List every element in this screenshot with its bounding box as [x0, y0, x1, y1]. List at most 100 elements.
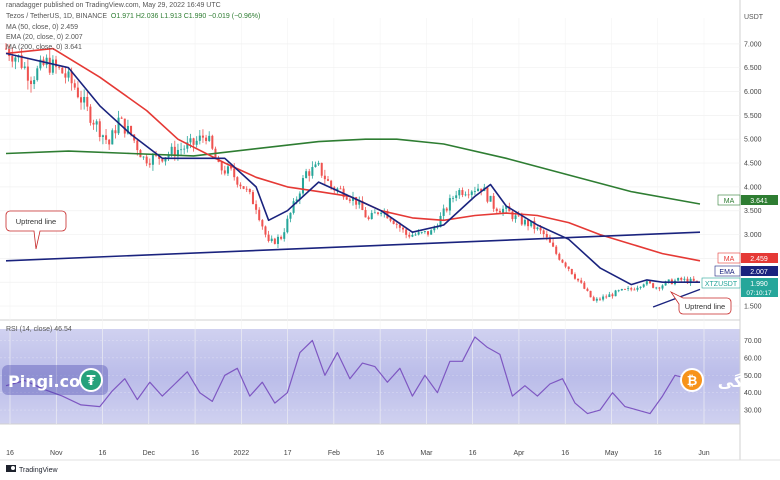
- candle-body: [692, 278, 695, 281]
- candle-body: [251, 192, 254, 205]
- svg-text:2.459: 2.459: [750, 256, 768, 263]
- ma200-badge: MA 3.641: [717, 194, 778, 206]
- candle-body: [455, 195, 458, 198]
- candle-body: [689, 278, 692, 284]
- candle-body: [67, 71, 70, 78]
- time-tick-label: May: [605, 450, 619, 457]
- svg-text:Uptrend line: Uptrend line: [16, 217, 56, 226]
- candle-body: [402, 227, 405, 230]
- price-tick-label: 5.500: [744, 113, 762, 120]
- candle-body: [280, 236, 283, 239]
- candle-body: [117, 117, 120, 134]
- candle-body: [508, 206, 511, 212]
- candle-body: [317, 162, 320, 165]
- candle-body: [208, 135, 211, 141]
- candle-body: [530, 220, 533, 227]
- svg-text:MA: MA: [724, 256, 735, 263]
- candle-body: [423, 231, 426, 232]
- candle-body: [292, 201, 295, 213]
- candle-body: [495, 208, 498, 212]
- candle-body: [517, 215, 520, 217]
- candle-body: [155, 155, 158, 156]
- candle-body: [555, 246, 558, 254]
- candle-body: [230, 166, 233, 169]
- candle-body: [76, 87, 79, 98]
- candle-body: [130, 125, 133, 135]
- candle-body: [267, 234, 270, 241]
- candle-body: [498, 211, 501, 213]
- candle-body: [142, 156, 145, 158]
- candle-body: [320, 162, 323, 176]
- candle-body: [392, 220, 395, 224]
- candle-body: [111, 130, 114, 145]
- candle-body: [186, 142, 189, 149]
- candle-body: [361, 200, 364, 211]
- ma200-legend: MA (200, close, 0) 3.641: [6, 44, 82, 51]
- candle-body: [161, 158, 164, 162]
- time-tick-label: 2022: [234, 450, 250, 457]
- svg-text:Uptrend line: Uptrend line: [685, 302, 725, 311]
- candle-body: [286, 218, 289, 233]
- candle-body: [686, 278, 689, 284]
- candle-body: [376, 212, 380, 214]
- svg-text:XTZUSDT: XTZUSDT: [705, 281, 738, 288]
- candle-body: [583, 282, 586, 289]
- time-tick-label: Feb: [328, 450, 340, 457]
- candle-body: [64, 73, 67, 78]
- candle-body: [442, 208, 445, 216]
- time-tick-label: 16: [376, 450, 384, 457]
- candle-body: [395, 223, 398, 225]
- candle-body: [573, 274, 576, 279]
- svg-text:1.990: 1.990: [750, 281, 768, 288]
- candle-body: [439, 215, 442, 228]
- rsi-legend: RSI (14, close) 46.54: [6, 326, 72, 333]
- candle-body: [602, 296, 605, 300]
- candle-body: [630, 288, 633, 290]
- tradingview-logo: TradingView: [6, 465, 58, 474]
- candle-body: [201, 135, 204, 138]
- candle-body: [452, 197, 455, 199]
- rsi-tick-label: 60.00: [744, 355, 762, 362]
- candle-body: [542, 230, 545, 235]
- candle-body: [148, 163, 151, 165]
- candle-body: [80, 97, 83, 103]
- candle-body: [355, 196, 358, 205]
- price-tick-label: 5.000: [744, 137, 762, 144]
- candle-body: [101, 135, 104, 137]
- time-tick-label: 16: [99, 450, 107, 457]
- candle-body: [548, 237, 551, 243]
- candle-body: [167, 154, 170, 158]
- candle-body: [345, 197, 348, 200]
- candle-body: [236, 177, 239, 185]
- time-tick-label: Apr: [513, 450, 525, 457]
- candle-body: [564, 262, 567, 267]
- candle-body: [445, 208, 448, 211]
- candle-body: [502, 208, 505, 213]
- ema20-legend: EMA (20, close, 0) 2.007: [6, 34, 83, 41]
- candle-body: [14, 57, 17, 62]
- candle-body: [36, 68, 39, 81]
- candle-body: [505, 206, 508, 209]
- candle-body: [126, 125, 129, 134]
- candle-body: [614, 290, 617, 297]
- ohlc-values: O1.971 H2.036 L1.913 C1.990 −0.019 (−0.9…: [110, 13, 261, 20]
- candle-body: [164, 157, 167, 162]
- candle-body: [536, 227, 539, 230]
- uptrend-line-main: [5, 231, 701, 262]
- candle-body: [326, 179, 330, 181]
- candle-body: [642, 284, 645, 287]
- time-tick-label: 16: [6, 450, 14, 457]
- candle-body: [623, 289, 626, 290]
- candle-body: [598, 298, 601, 300]
- candle-body: [151, 155, 154, 165]
- candle-body: [458, 190, 461, 196]
- svg-text:07:10:17: 07:10:17: [746, 290, 772, 297]
- candle-body: [61, 67, 64, 74]
- time-tick-label: Dec: [143, 450, 156, 457]
- svg-text:₮: ₮: [86, 374, 95, 389]
- ema-badge: EMA 2.007: [714, 265, 778, 277]
- candle-body: [189, 138, 192, 143]
- time-tick-label: 16: [469, 450, 477, 457]
- pingi-logo-right: ₿ پینگی: [680, 368, 762, 392]
- candle-body: [20, 55, 23, 68]
